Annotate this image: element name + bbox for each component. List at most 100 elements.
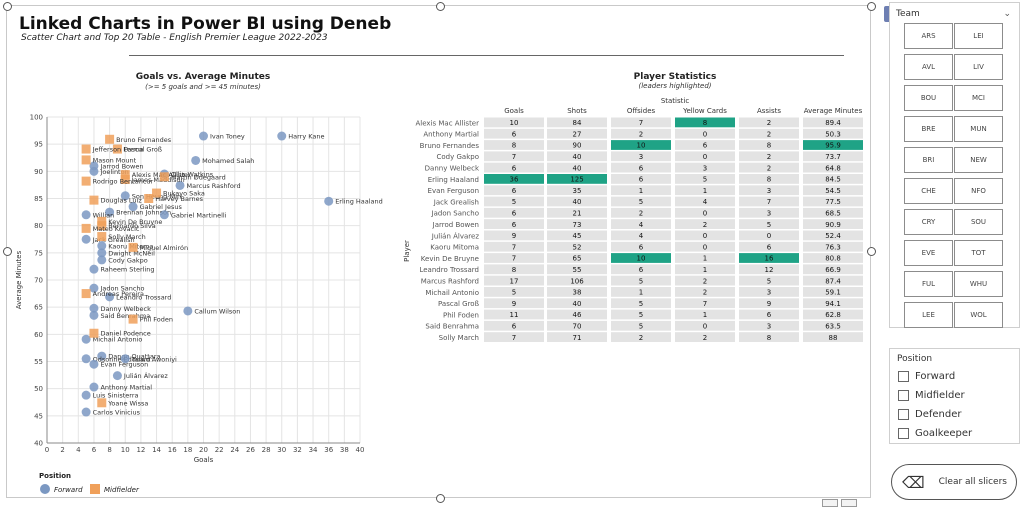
team-tile-sou[interactable]: SOU bbox=[954, 209, 1003, 235]
team-tile-che[interactable]: CHE bbox=[904, 178, 953, 204]
player-name[interactable]: Evan Ferguson bbox=[428, 187, 479, 195]
team-tile-nfo[interactable]: NFO bbox=[954, 178, 1003, 204]
team-tile-mci[interactable]: MCI bbox=[954, 85, 1003, 111]
player-name[interactable]: Said Benrahma bbox=[425, 323, 479, 331]
player-name[interactable]: Solly March bbox=[439, 334, 479, 342]
team-tile-lee[interactable]: LEE bbox=[904, 302, 953, 328]
player-name[interactable]: Marcus Rashford bbox=[421, 278, 479, 286]
forward-point[interactable] bbox=[81, 390, 91, 400]
forward-point[interactable] bbox=[89, 303, 99, 313]
team-tile-wol[interactable]: WOL bbox=[954, 302, 1003, 328]
player-name[interactable]: Jadon Sancho bbox=[431, 210, 479, 218]
midfielder-point[interactable] bbox=[120, 170, 130, 180]
team-tile-avl[interactable]: AVL bbox=[904, 54, 953, 80]
forward-point[interactable] bbox=[81, 334, 91, 344]
team-tile-tot[interactable]: TOT bbox=[954, 240, 1003, 266]
midfielder-point[interactable] bbox=[89, 195, 99, 205]
forward-point[interactable] bbox=[97, 351, 107, 361]
midfielder-point[interactable] bbox=[81, 289, 91, 299]
midfielder-point[interactable] bbox=[128, 242, 138, 252]
forward-point[interactable] bbox=[89, 166, 99, 176]
resize-handle[interactable] bbox=[436, 2, 445, 11]
forward-point[interactable] bbox=[183, 306, 193, 316]
forward-point[interactable] bbox=[97, 248, 107, 258]
team-tile-lei[interactable]: LEI bbox=[954, 23, 1003, 49]
checkbox[interactable] bbox=[898, 371, 909, 382]
forward-point[interactable] bbox=[324, 196, 334, 206]
midfielder-point[interactable] bbox=[81, 144, 91, 154]
team-tile-eve[interactable]: EVE bbox=[904, 240, 953, 266]
midfielder-point[interactable] bbox=[81, 223, 91, 233]
team-tile-ful[interactable]: FUL bbox=[904, 271, 953, 297]
legend-forward-label[interactable]: Forward bbox=[54, 486, 83, 494]
midfielder-point[interactable] bbox=[105, 134, 115, 144]
midfielder-point[interactable] bbox=[81, 176, 91, 186]
team-tile-whu[interactable]: WHU bbox=[954, 271, 1003, 297]
team-tile-cry[interactable]: CRY bbox=[904, 209, 953, 235]
player-name[interactable]: Alexis Mac Allister bbox=[416, 119, 480, 127]
checkbox[interactable] bbox=[898, 390, 909, 401]
resize-handle[interactable] bbox=[436, 494, 445, 503]
player-name[interactable]: Pascal Groß bbox=[438, 300, 480, 308]
player-name[interactable]: Kevin De Bruyne bbox=[421, 255, 479, 263]
midfielder-point[interactable] bbox=[97, 232, 107, 242]
team-tile-bre[interactable]: BRE bbox=[904, 116, 953, 142]
forward-point[interactable] bbox=[128, 202, 138, 212]
clear-all-slicers-button[interactable]: ⌫ Clear all slicers bbox=[891, 464, 1017, 500]
resize-handle[interactable] bbox=[3, 247, 12, 256]
midfielder-point[interactable] bbox=[112, 144, 122, 154]
position-option-defender[interactable]: Defender bbox=[898, 409, 961, 420]
player-name[interactable]: Jarrod Bowen bbox=[432, 221, 479, 229]
player-name[interactable]: Cody Gakpo bbox=[437, 153, 479, 161]
player-name[interactable]: Bruno Fernandes bbox=[420, 142, 480, 150]
player-name[interactable]: Leandro Trossard bbox=[419, 266, 479, 274]
position-option-forward[interactable]: Forward bbox=[898, 371, 955, 382]
player-name[interactable]: Kaoru Mitoma bbox=[430, 244, 479, 252]
forward-point[interactable] bbox=[191, 155, 201, 165]
forward-point[interactable] bbox=[175, 180, 185, 190]
midfielder-point[interactable] bbox=[128, 314, 138, 324]
position-option-midfielder[interactable]: Midfielder bbox=[898, 390, 965, 401]
midfielder-point[interactable] bbox=[144, 194, 154, 203]
forward-point[interactable] bbox=[120, 354, 130, 364]
team-tile-bou[interactable]: BOU bbox=[904, 85, 953, 111]
resize-handle[interactable] bbox=[867, 2, 876, 11]
team-tile-new[interactable]: NEW bbox=[954, 147, 1003, 173]
forward-point[interactable] bbox=[81, 354, 91, 364]
forward-point[interactable] bbox=[159, 210, 169, 220]
team-tile-ars[interactable]: ARS bbox=[904, 23, 953, 49]
scatter-chart[interactable]: Goals vs. Average Minutes (>= 5 goals an… bbox=[7, 66, 397, 496]
forward-point[interactable] bbox=[105, 207, 115, 217]
team-tile-liv[interactable]: LIV bbox=[954, 54, 1003, 80]
midfielder-point[interactable] bbox=[97, 221, 107, 231]
midfielder-point[interactable] bbox=[81, 155, 91, 165]
forward-point[interactable] bbox=[199, 131, 208, 141]
player-name[interactable]: Jack Grealish bbox=[433, 198, 479, 206]
midfielder-point[interactable] bbox=[152, 188, 162, 198]
forward-point[interactable] bbox=[112, 371, 122, 381]
midfielder-point[interactable] bbox=[120, 174, 130, 184]
checkbox[interactable] bbox=[898, 428, 909, 439]
legend-midfielder-label[interactable]: Midfielder bbox=[104, 486, 140, 494]
page-nav-icon[interactable] bbox=[841, 499, 857, 507]
forward-point[interactable] bbox=[89, 283, 99, 293]
player-name[interactable]: Danny Welbeck bbox=[425, 165, 480, 173]
forward-point[interactable] bbox=[97, 255, 107, 265]
forward-point[interactable] bbox=[89, 310, 99, 320]
forward-point[interactable] bbox=[120, 191, 130, 201]
checkbox[interactable] bbox=[898, 409, 909, 420]
forward-point[interactable] bbox=[89, 382, 99, 392]
position-option-goalkeeper[interactable]: Goalkeeper bbox=[898, 428, 972, 439]
team-tile-bri[interactable]: BRI bbox=[904, 147, 953, 173]
forward-point[interactable] bbox=[89, 264, 99, 274]
forward-point[interactable] bbox=[81, 234, 91, 244]
player-name[interactable]: Michail Antonio bbox=[425, 289, 479, 297]
forward-point[interactable] bbox=[89, 359, 99, 369]
midfielder-point[interactable] bbox=[89, 328, 99, 338]
chevron-down-icon[interactable]: ⌄ bbox=[1003, 9, 1011, 19]
forward-point[interactable] bbox=[277, 131, 287, 141]
forward-point[interactable] bbox=[105, 292, 115, 302]
player-name[interactable]: Erling Haaland bbox=[428, 176, 479, 184]
forward-point[interactable] bbox=[81, 210, 91, 220]
page-nav-icon[interactable] bbox=[822, 499, 838, 507]
